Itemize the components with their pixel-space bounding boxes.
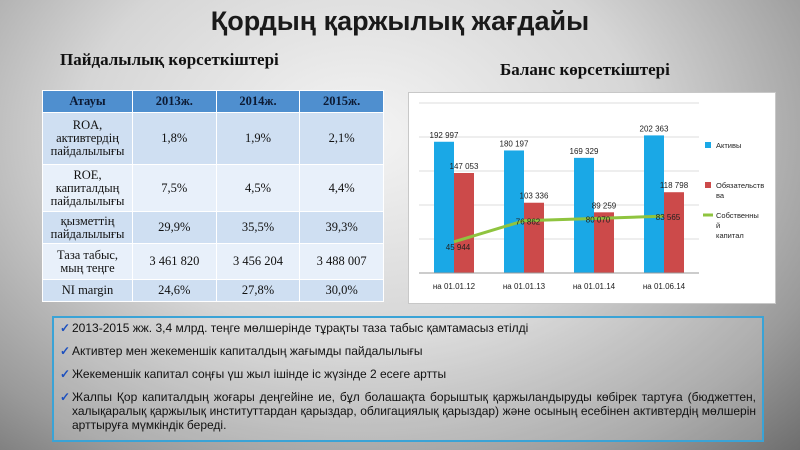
balance-subtitle: Баланс көрсеткіштері [500, 60, 670, 79]
line-data-label: 45 944 [446, 243, 471, 252]
slide-title: Қордың қаржылық жағдайы [210, 6, 590, 36]
legend-label: капитал [716, 231, 744, 240]
row-name: қызметтің пайдалылығы [42, 211, 133, 244]
bar-assets [574, 157, 594, 273]
cell-2014: 3 456 204 [215, 243, 301, 280]
cell-2015: 4,4% [299, 164, 384, 212]
bar-data-label: 180 197 [500, 139, 529, 148]
profitability-subtitle: Пайдалылық көрсеткіштері [60, 50, 279, 69]
bar-liabilities [524, 202, 544, 273]
line-data-label: 76 862 [516, 218, 541, 227]
cell-2013: 29,9% [132, 211, 217, 244]
bar-data-label: 147 053 [450, 162, 479, 171]
check-icon: ✓ [60, 390, 71, 404]
bar-assets [644, 135, 664, 273]
header-2013: 2013ж. [132, 90, 217, 113]
cell-2015: 39,3% [299, 211, 384, 244]
table-header-row: Атауы 2013ж. 2014ж. 2015ж. [42, 90, 384, 113]
note-item: ✓ Жалпы Қор капиталдың жоғары деңгейіне и… [60, 390, 756, 432]
header-2014: 2014ж. [215, 90, 301, 113]
cell-2014: 27,8% [215, 279, 301, 302]
bar-liabilities [664, 192, 684, 273]
legend-label: ва [716, 191, 725, 200]
cell-2015: 2,1% [299, 112, 384, 165]
row-name: Таза табыс, мың теңге [42, 243, 133, 280]
row-name: ROA, активтердің пайдалылығы [42, 112, 133, 165]
cell-2015: 3 488 007 [299, 243, 384, 280]
cell-2015: 30,0% [299, 279, 384, 302]
cell-2013: 1,8% [132, 112, 217, 165]
bar-data-label: 118 798 [660, 181, 689, 190]
check-icon: ✓ [60, 344, 71, 358]
legend-swatch [705, 182, 711, 188]
bar-data-label: 202 363 [640, 124, 669, 133]
legend-label: Обязательств [716, 181, 764, 190]
cell-2013: 24,6% [132, 279, 217, 302]
note-text: Жалпы Қор капиталдың жоғары деңгейіне ие… [72, 390, 756, 432]
note-item: ✓ Активтер мен жекеменшік капиталдың жағы… [60, 344, 756, 358]
profitability-table-wrap: Атауы 2013ж. 2014ж. 2015ж. ROA, активтер… [42, 90, 384, 302]
legend-label: Активы [716, 141, 741, 150]
table-row: қызметтің пайдалылығы 29,9% 35,5% 39,3% [42, 211, 384, 244]
note-text: Активтер мен жекеменшік капиталдың жағым… [72, 344, 423, 358]
legend-swatch [705, 142, 711, 148]
bar-assets [504, 150, 524, 273]
cell-2014: 1,9% [215, 112, 301, 165]
x-tick-label: на 01.01.12 [433, 282, 476, 291]
note-item: ✓ 2013-2015 жж. 3,4 млрд. теңге мөлшерінд… [60, 321, 756, 335]
row-name: NI margin [42, 279, 133, 302]
table-row: NI margin 24,6% 27,8% 30,0% [42, 279, 384, 302]
cell-2013: 3 461 820 [132, 243, 217, 280]
x-tick-label: на 01.06.14 [643, 282, 686, 291]
bar-liabilities [594, 212, 614, 273]
profitability-table: Атауы 2013ж. 2014ж. 2015ж. ROA, активтер… [42, 90, 384, 302]
bar-data-label: 192 997 [430, 131, 459, 140]
table-row: ROE, капиталдың пайдалылығы 7,5% 4,5% 4,… [42, 164, 384, 212]
check-icon: ✓ [60, 321, 71, 335]
legend-label: й [716, 221, 720, 230]
equity-line [453, 214, 665, 244]
bar-data-label: 169 329 [570, 147, 599, 156]
bar-liabilities [454, 173, 474, 273]
bar-data-label: 103 336 [520, 192, 549, 201]
note-item: ✓ Жекеменшік капитал соңғы үш жыл ішінде … [60, 367, 756, 381]
cell-2014: 4,5% [215, 164, 301, 212]
note-text: Жекеменшік капитал соңғы үш жыл ішінде і… [72, 367, 447, 381]
bar-data-label: 89 259 [592, 201, 617, 210]
cell-2014: 35,5% [215, 211, 301, 244]
bar-assets [434, 141, 454, 273]
line-data-label: 83 565 [656, 213, 681, 222]
balance-chart: 192 997 180 197 169 329 202 363 147 053 103 3… [408, 92, 776, 304]
cell-2013: 7,5% [132, 164, 217, 212]
header-2015: 2015ж. [299, 90, 384, 113]
table-row: Таза табыс, мың теңге 3 461 820 3 456 20… [42, 243, 384, 280]
x-tick-label: на 01.01.13 [503, 282, 546, 291]
row-name: ROE, капиталдың пайдалылығы [42, 164, 133, 212]
balance-chart-svg: 192 997 180 197 169 329 202 363 147 053 103 3… [419, 102, 764, 291]
header-name: Атауы [42, 90, 133, 113]
line-data-label: 80 070 [586, 216, 611, 225]
table-row: ROA, активтердің пайдалылығы 1,8% 1,9% 2… [42, 112, 384, 165]
notes-box: ✓ 2013-2015 жж. 3,4 млрд. теңге мөлшерінд… [52, 316, 764, 442]
x-tick-label: на 01.01.14 [573, 282, 616, 291]
check-icon: ✓ [60, 367, 71, 381]
legend-label: Собственны [716, 211, 759, 220]
note-text: 2013-2015 жж. 3,4 млрд. теңге мөлшерінде… [72, 321, 529, 335]
